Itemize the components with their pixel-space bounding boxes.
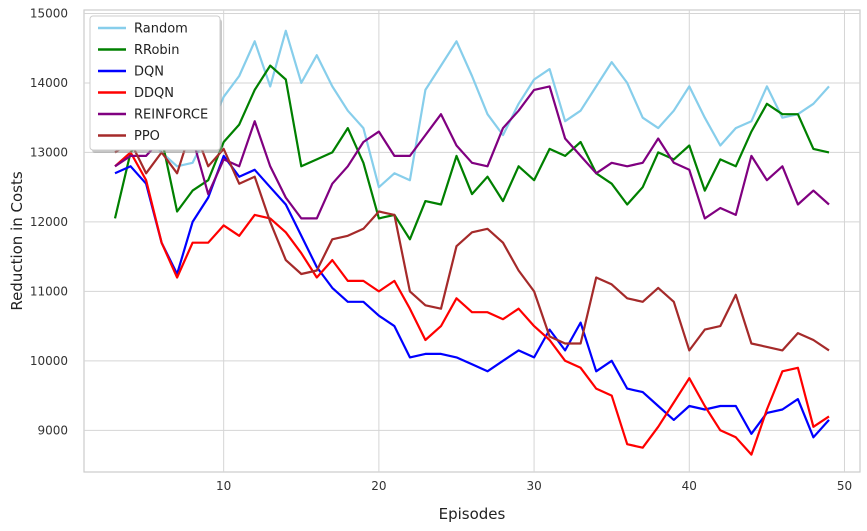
x-axis-ticks: 10 20 30 40 50 xyxy=(216,479,852,493)
series-line-reinforce xyxy=(114,85,830,220)
legend-label-random: Random xyxy=(134,22,188,37)
legend: Random RRobin DQN DDQN REINFORCE PPO xyxy=(89,15,222,153)
series-line-rrobin xyxy=(113,64,830,241)
x-tick-label: 30 xyxy=(526,479,541,493)
y-tick-label: 10000 xyxy=(30,354,68,368)
legend-label-reinforce: REINFORCE xyxy=(134,108,208,123)
legend-label-dqn: DQN xyxy=(134,65,164,80)
y-tick-label: 11000 xyxy=(30,284,68,298)
y-tick-label: 12000 xyxy=(30,215,68,229)
y-tick-label: 13000 xyxy=(30,145,68,159)
x-tick-label: 20 xyxy=(371,479,386,493)
legend-label-ppo: PPO xyxy=(134,129,160,144)
legend-label-ddqn: DDQN xyxy=(134,86,174,101)
series-line-ddqn xyxy=(114,151,830,456)
x-axis-title: Episodes xyxy=(439,505,506,523)
series-lines xyxy=(113,29,830,456)
y-axis-title: Reduction in Costs xyxy=(8,171,26,311)
legend-label-rrobin: RRobin xyxy=(134,43,180,58)
y-tick-label: 14000 xyxy=(30,76,68,90)
x-tick-label: 40 xyxy=(682,479,697,493)
x-tick-label: 50 xyxy=(837,479,852,493)
y-tick-label: 9000 xyxy=(37,423,68,437)
x-tick-label: 10 xyxy=(216,479,231,493)
y-tick-label: 15000 xyxy=(30,6,68,20)
series-line-random xyxy=(114,29,830,189)
series-line-ppo xyxy=(114,123,830,352)
y-axis-ticks: 9000 10000 11000 12000 13000 14000 15000 xyxy=(30,6,68,437)
